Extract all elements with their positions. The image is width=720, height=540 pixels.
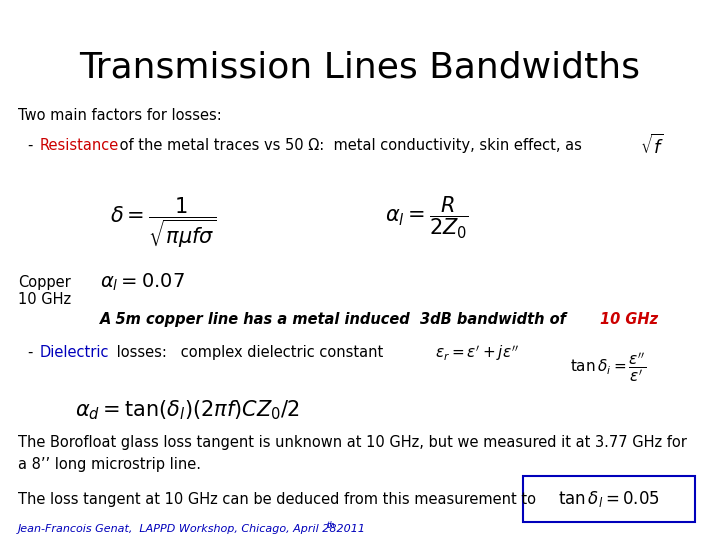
Text: losses:   complex dielectric constant: losses: complex dielectric constant <box>112 345 383 360</box>
Text: 2011: 2011 <box>333 524 365 534</box>
Text: $\varepsilon_r = \varepsilon'+j\varepsilon''$: $\varepsilon_r = \varepsilon'+j\varepsil… <box>435 343 519 362</box>
Text: A 5m copper line has a metal induced  3dB bandwidth of: A 5m copper line has a metal induced 3dB… <box>100 312 572 327</box>
Text: The loss tangent at 10 GHz can be deduced from this measurement to: The loss tangent at 10 GHz can be deduce… <box>18 492 536 507</box>
Text: Transmission Lines Bandwidths: Transmission Lines Bandwidths <box>79 50 641 84</box>
Text: Dielectric: Dielectric <box>40 345 109 360</box>
Text: th: th <box>326 521 335 530</box>
Text: $\tan\delta_i = \dfrac{\varepsilon''}{\varepsilon'}$: $\tan\delta_i = \dfrac{\varepsilon''}{\v… <box>570 350 647 384</box>
Text: $\sqrt{f}$: $\sqrt{f}$ <box>640 134 664 158</box>
Text: $\alpha_d = \tan(\delta_l)(2\pi f)CZ_0/2$: $\alpha_d = \tan(\delta_l)(2\pi f)CZ_0/2… <box>75 398 300 422</box>
Text: -: - <box>28 345 38 360</box>
Text: Jean-Francois Genat,  LAPPD Workshop, Chicago, April 28: Jean-Francois Genat, LAPPD Workshop, Chi… <box>18 524 338 534</box>
Text: -: - <box>28 138 38 153</box>
Text: The Borofloat glass loss tangent is unknown at 10 GHz, but we measured it at 3.7: The Borofloat glass loss tangent is unkn… <box>18 435 687 472</box>
FancyBboxPatch shape <box>523 476 695 522</box>
Text: 10 GHz: 10 GHz <box>18 292 71 307</box>
Text: Copper: Copper <box>18 275 71 290</box>
Text: $\tan\delta_l = 0.05$: $\tan\delta_l = 0.05$ <box>558 489 660 509</box>
Text: of the metal traces vs 50 Ω:  metal conductivity, skin effect, as: of the metal traces vs 50 Ω: metal condu… <box>115 138 587 153</box>
Text: $\alpha_l = \dfrac{R}{2Z_0}$: $\alpha_l = \dfrac{R}{2Z_0}$ <box>385 195 469 241</box>
Text: $\alpha_l = 0.07$: $\alpha_l = 0.07$ <box>100 272 185 293</box>
Text: Resistance: Resistance <box>40 138 120 153</box>
Text: $\delta = \dfrac{1}{\sqrt{\pi\mu f\sigma}}$: $\delta = \dfrac{1}{\sqrt{\pi\mu f\sigma… <box>110 195 217 250</box>
Text: Two main factors for losses:: Two main factors for losses: <box>18 108 222 123</box>
Text: 10 GHz: 10 GHz <box>600 312 658 327</box>
